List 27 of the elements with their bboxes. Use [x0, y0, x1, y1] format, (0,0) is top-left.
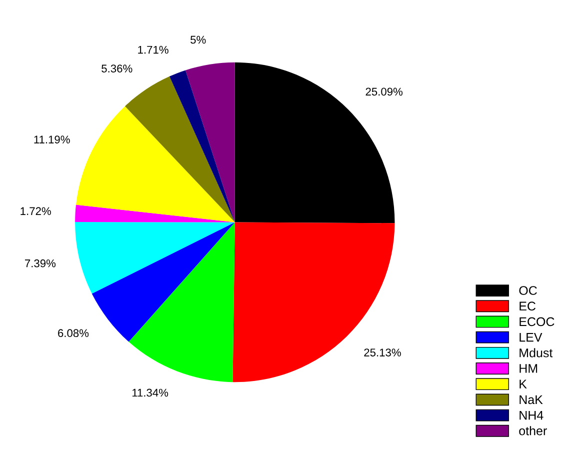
data-label: 5%	[190, 36, 206, 44]
legend-label: ECOC	[520, 317, 554, 326]
data-label: 1.72%	[20, 207, 51, 216]
legend-label: OC	[519, 286, 537, 295]
legend-label: other	[519, 426, 547, 436]
pie-slice	[186, 62, 235, 222]
pie-slice	[128, 222, 235, 382]
legend-label: LEV	[520, 332, 542, 342]
data-label: 6.08%	[58, 329, 89, 338]
legend-label: Mdust	[520, 348, 553, 358]
data-label: 1.71%	[138, 46, 168, 54]
legend-label: NaK	[520, 395, 543, 404]
pie-slice	[169, 70, 235, 222]
data-label: 25.13%	[364, 348, 401, 356]
pie-slice	[92, 222, 235, 342]
data-label: 5.36%	[102, 64, 132, 72]
legend-label: NH4	[520, 410, 544, 420]
pie-slice	[76, 106, 235, 222]
pie-slice	[124, 76, 235, 222]
legend-label: EC	[520, 302, 536, 311]
legend-label: K	[520, 380, 527, 388]
data-label: 11.34%	[132, 388, 168, 397]
data-label: 25.09%	[366, 88, 403, 96]
data-label: 11.19%	[34, 136, 70, 144]
data-label: 7.39%	[25, 259, 56, 268]
legend-label: HM	[520, 364, 538, 373]
pie-slice	[75, 222, 235, 294]
